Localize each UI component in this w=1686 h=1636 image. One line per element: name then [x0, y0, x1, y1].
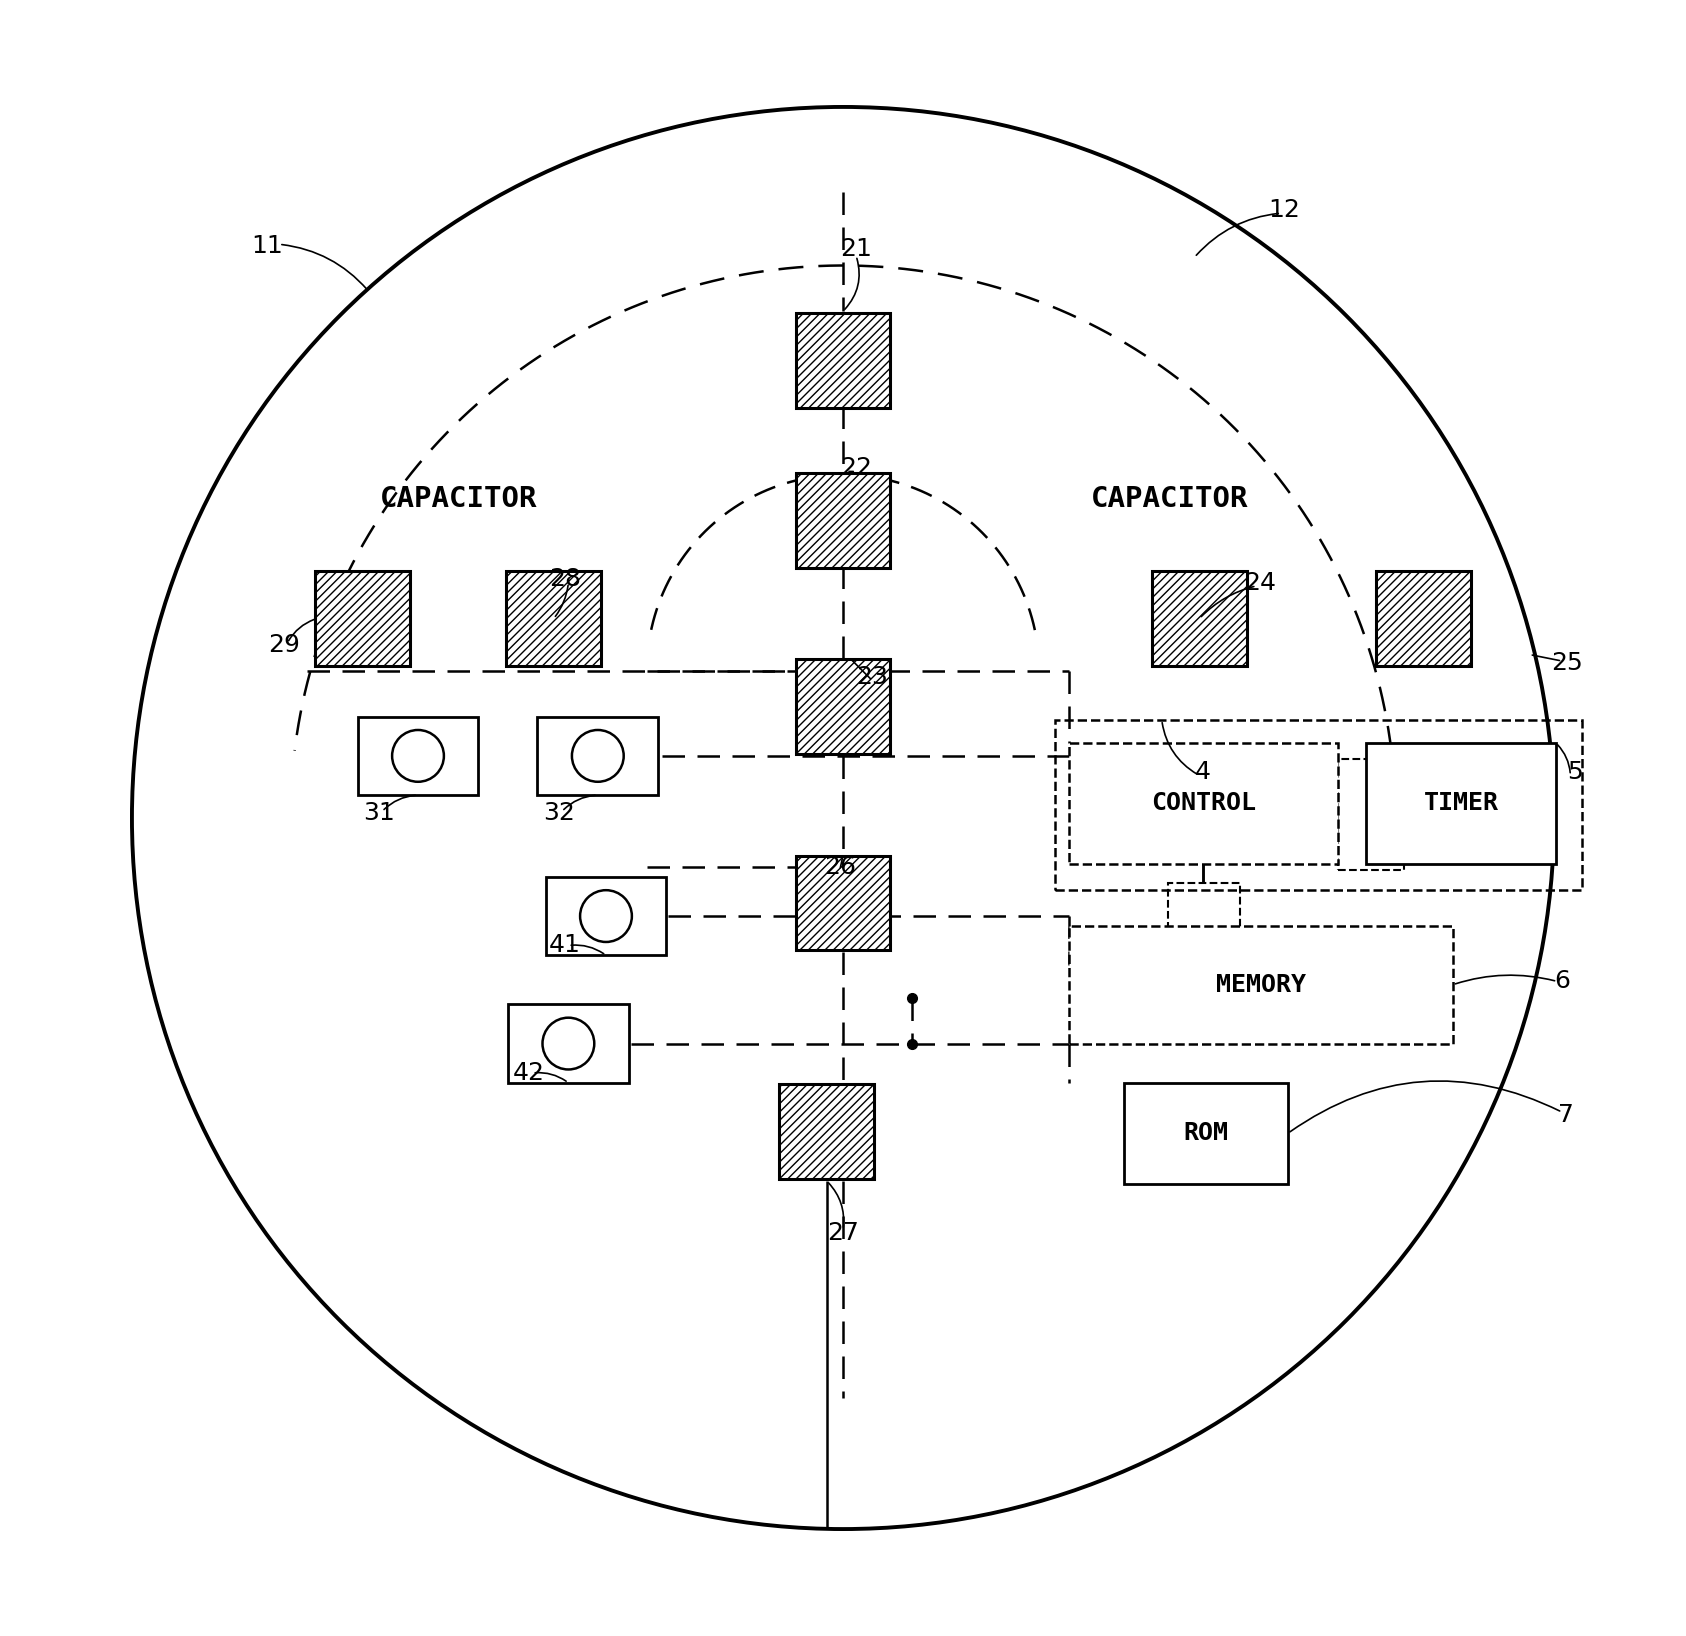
Text: 5: 5 [1568, 761, 1583, 784]
Text: 42: 42 [513, 1062, 545, 1085]
Text: 32: 32 [543, 802, 575, 825]
Bar [796, 312, 890, 407]
Text: TIMER: TIMER [1423, 792, 1499, 815]
Bar [1168, 883, 1241, 965]
Bar [315, 571, 410, 666]
Text: MEMORY: MEMORY [1216, 973, 1305, 996]
Bar [779, 1085, 873, 1180]
Bar [1366, 743, 1556, 864]
Text: ROM: ROM [1184, 1122, 1229, 1145]
Text: 21: 21 [840, 237, 872, 262]
Text: 29: 29 [268, 633, 300, 656]
Text: 23: 23 [856, 666, 889, 689]
Text: 26: 26 [824, 856, 856, 879]
Text: 24: 24 [1244, 571, 1276, 594]
Bar [1069, 926, 1453, 1044]
Text: 27: 27 [828, 1220, 858, 1245]
Text: 28: 28 [550, 568, 582, 591]
Text: CONTROL: CONTROL [1152, 792, 1256, 815]
Text: 7: 7 [1558, 1104, 1573, 1127]
Bar [507, 1005, 629, 1083]
Bar [1055, 720, 1581, 890]
Bar [1339, 759, 1404, 870]
Text: 6: 6 [1554, 970, 1570, 993]
Bar [546, 877, 666, 955]
Bar [538, 717, 658, 795]
Text: 12: 12 [1268, 198, 1300, 222]
Text: 4: 4 [1195, 761, 1211, 784]
Bar [315, 571, 410, 666]
Bar [796, 312, 890, 407]
Bar [1152, 571, 1246, 666]
Bar [1125, 1083, 1288, 1184]
Bar [796, 856, 890, 951]
Bar [796, 659, 890, 754]
Bar [779, 1085, 873, 1180]
Bar [1152, 571, 1246, 666]
Bar [796, 659, 890, 754]
Text: 22: 22 [840, 456, 872, 481]
Text: CAPACITOR: CAPACITOR [1091, 486, 1249, 514]
Text: 25: 25 [1551, 651, 1583, 674]
Bar [357, 717, 479, 795]
Text: CAPACITOR: CAPACITOR [379, 486, 538, 514]
Bar [796, 473, 890, 568]
Text: 31: 31 [362, 802, 395, 825]
Bar [1069, 743, 1339, 864]
Bar [506, 571, 602, 666]
Text: 41: 41 [550, 934, 582, 957]
Bar [1376, 571, 1470, 666]
Bar [796, 856, 890, 951]
Bar [506, 571, 602, 666]
Bar [796, 473, 890, 568]
Bar [1376, 571, 1470, 666]
Text: 11: 11 [251, 234, 283, 258]
